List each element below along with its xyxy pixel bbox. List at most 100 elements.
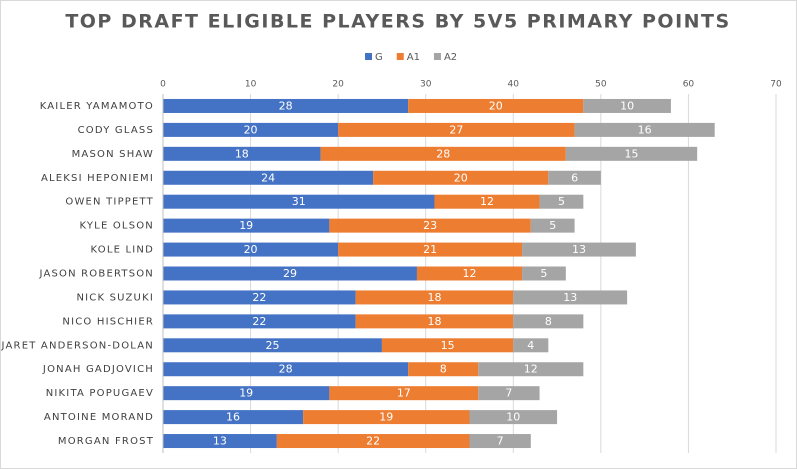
data-label: 15 xyxy=(625,147,639,160)
data-label: 18 xyxy=(235,147,249,160)
x-tick-label: 10 xyxy=(245,80,257,90)
bar-segment xyxy=(163,170,374,185)
data-label: 24 xyxy=(261,171,275,184)
bar-segment xyxy=(163,338,382,353)
bar-segment xyxy=(163,266,417,281)
data-label: 22 xyxy=(252,291,266,304)
y-tick-label: ANTOINE MORAND xyxy=(44,412,154,423)
bar-segment xyxy=(163,362,409,377)
data-label: 29 xyxy=(283,267,297,280)
bar-segment xyxy=(408,98,584,113)
y-tick-label: MASON SHAW xyxy=(72,149,154,160)
bar-segment xyxy=(163,386,330,401)
bar-segment xyxy=(522,242,636,257)
data-label: 17 xyxy=(397,387,411,400)
legend-label: A1 xyxy=(407,52,420,63)
data-label: 15 xyxy=(441,339,455,352)
bar-segment xyxy=(373,170,549,185)
data-label: 28 xyxy=(436,147,450,160)
data-label: 8 xyxy=(440,363,447,376)
data-label: 19 xyxy=(239,219,253,232)
data-label: 20 xyxy=(489,99,503,112)
y-tick-label: ALEKSI HEPONIEMI xyxy=(41,173,154,184)
bar-segment xyxy=(434,194,540,209)
x-tick-label: 70 xyxy=(770,80,782,90)
bar-segment xyxy=(163,314,356,329)
bar-segment xyxy=(329,218,531,233)
data-label: 16 xyxy=(638,123,652,136)
x-tick-label: 60 xyxy=(683,80,695,90)
data-label: 10 xyxy=(506,411,520,424)
bar-segment xyxy=(163,434,277,449)
y-tick-label: JONAH GADJOVICH xyxy=(42,364,154,375)
y-tick-label: MORGAN FROST xyxy=(58,436,154,447)
data-label: 22 xyxy=(366,435,380,448)
bar-segment xyxy=(469,410,558,425)
x-tick-label: 20 xyxy=(332,80,344,90)
bar-segment xyxy=(416,266,523,281)
bar-segment xyxy=(548,170,601,185)
bar-segment xyxy=(539,194,584,209)
data-label: 13 xyxy=(213,435,227,448)
bar-segment xyxy=(381,338,514,353)
data-label: 20 xyxy=(454,171,468,184)
data-label: 27 xyxy=(449,123,463,136)
y-tick-label: JASON ROBERTSON xyxy=(38,269,154,280)
data-label: 12 xyxy=(480,195,494,208)
x-tick-label: 0 xyxy=(160,80,166,90)
legend-swatch xyxy=(396,53,404,60)
legend-label: G xyxy=(375,52,383,63)
x-tick-label: 30 xyxy=(420,80,432,90)
bar-segment xyxy=(303,410,470,425)
data-label: 5 xyxy=(558,195,565,208)
y-tick-label: KOLE LIND xyxy=(91,245,154,256)
bar-segment xyxy=(329,386,479,401)
data-label: 18 xyxy=(427,291,441,304)
bar-segment xyxy=(522,266,566,281)
bar-segment xyxy=(513,314,584,329)
data-label: 28 xyxy=(279,99,293,112)
y-tick-label: OWEN TIPPETT xyxy=(65,197,154,208)
bar-segment xyxy=(276,434,470,449)
bar-segment xyxy=(338,242,523,257)
bar-segment xyxy=(478,362,584,377)
legend-label: A2 xyxy=(444,52,457,63)
bar-segment xyxy=(163,194,435,209)
bar-segment xyxy=(163,218,330,233)
data-label: 12 xyxy=(524,363,538,376)
bar-segment xyxy=(163,98,409,113)
x-tick-label: 40 xyxy=(508,80,520,90)
legend-swatch xyxy=(365,53,372,60)
y-tick-label: JARET ANDERSON-DOLAN xyxy=(1,340,154,351)
data-label: 4 xyxy=(527,339,534,352)
data-label: 20 xyxy=(244,123,258,136)
bar-segment xyxy=(530,218,575,233)
bar-segment xyxy=(513,338,549,353)
bar-segment xyxy=(338,122,575,137)
data-label: 31 xyxy=(292,195,306,208)
y-tick-label: KAILER YAMAMOTO xyxy=(40,101,154,112)
bar-segment xyxy=(355,290,514,305)
bar-segment xyxy=(478,386,540,401)
bar-segment xyxy=(163,410,304,425)
data-label: 13 xyxy=(563,291,577,304)
y-tick-label: NICK SUZUKI xyxy=(76,292,154,303)
bar-segment xyxy=(163,290,356,305)
bar-segment xyxy=(583,98,671,113)
data-label: 7 xyxy=(505,387,512,400)
data-label: 22 xyxy=(252,315,266,328)
data-label: 16 xyxy=(226,411,240,424)
data-label: 13 xyxy=(572,243,586,256)
data-label: 7 xyxy=(497,435,504,448)
data-label: 6 xyxy=(571,171,578,184)
y-tick-label: CODY GLASS xyxy=(78,125,154,136)
bar-segment xyxy=(163,242,339,257)
y-tick-label: NIKITA POPUGAEV xyxy=(46,388,154,399)
chart-title: TOP DRAFT ELIGIBLE PLAYERS BY 5V5 PRIMAR… xyxy=(65,11,730,33)
data-label: 25 xyxy=(265,339,279,352)
bar-segment xyxy=(163,146,321,161)
bar-segment xyxy=(565,146,698,161)
data-label: 12 xyxy=(463,267,477,280)
bar-segment xyxy=(163,122,339,137)
